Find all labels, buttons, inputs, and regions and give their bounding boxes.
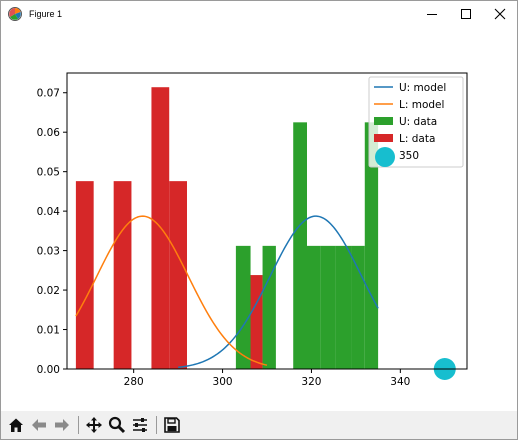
- legend-label: 350: [399, 150, 419, 162]
- l-data-bar: [75, 181, 94, 369]
- y-tick-label: 0.00: [37, 364, 60, 376]
- minimize-button[interactable]: [415, 1, 449, 27]
- l-data-bar: [113, 181, 132, 369]
- u-data-bars: [235, 122, 379, 369]
- title-bar: Figure 1: [1, 1, 517, 27]
- y-tick-label: 0.04: [37, 206, 61, 218]
- close-icon: [494, 8, 506, 20]
- axes-frame: [66, 72, 468, 370]
- chart: 280 300 320 340 0.000.010.020.030.040.050.0…: [37, 72, 468, 388]
- l-model-line: [75, 215, 268, 366]
- home-button[interactable]: [5, 414, 27, 436]
- legend-label: U: data: [399, 116, 437, 128]
- maximize-icon: [461, 9, 471, 19]
- x-tick-label: 320: [301, 376, 321, 388]
- x-tick-label: 300: [213, 376, 233, 388]
- forward-button[interactable]: [51, 414, 73, 436]
- toolbar-separator: [156, 416, 157, 434]
- legend-swatch-marker: [375, 147, 395, 167]
- zoom-button[interactable]: [106, 414, 128, 436]
- close-button[interactable]: [483, 1, 517, 27]
- legend-box: [368, 76, 464, 168]
- matplotlib-figure-icon: [8, 7, 22, 21]
- home-icon: [9, 418, 23, 432]
- u-data-bar: [262, 245, 276, 369]
- u-model-line: [178, 215, 379, 369]
- window-controls: [415, 1, 517, 27]
- pan-button[interactable]: [83, 414, 105, 436]
- configure-subplots-icon: [133, 418, 147, 432]
- legend-label: U: model: [399, 82, 446, 94]
- y-tick-label: 0.03: [37, 245, 60, 257]
- window-title: Figure 1: [29, 9, 63, 19]
- toolbar-separator: [78, 416, 79, 434]
- y-tick-label: 0.06: [37, 127, 61, 139]
- model-lines: [75, 215, 379, 369]
- u-data-bar: [335, 245, 352, 369]
- l-data-bar: [169, 181, 187, 369]
- u-data-bar: [351, 245, 365, 369]
- figure-canvas[interactable]: 280 300 320 340 0.00 0.01 0.02 0.03 0.04 0.05 0.0…: [1, 27, 517, 411]
- legend-swatch-patch: [374, 117, 393, 125]
- y-tick-label: 0.07: [37, 88, 60, 100]
- back-button[interactable]: [28, 414, 50, 436]
- navigation-toolbar: [1, 411, 517, 439]
- u-data-bar: [307, 245, 321, 369]
- x-ticks: 280 300 320 340: [124, 369, 410, 388]
- save-button[interactable]: [161, 414, 183, 436]
- y-tick-label: 0.02: [37, 285, 60, 297]
- configure-subplots-button[interactable]: [129, 414, 151, 436]
- legend-label: L: model: [399, 99, 444, 111]
- l-data-bars: [75, 87, 263, 369]
- u-data-bar: [235, 245, 251, 369]
- back-arrow-icon: [32, 419, 46, 431]
- u-data-bar: [364, 122, 379, 369]
- u-data-bar: [320, 245, 336, 369]
- maximize-button[interactable]: [449, 1, 483, 27]
- x-tick-label: 280: [124, 376, 144, 388]
- y-tick-label: 0.05: [37, 166, 60, 178]
- forward-arrow-icon: [55, 419, 69, 431]
- x-tick-label: 340: [390, 376, 410, 388]
- save-floppy-icon: [164, 417, 180, 433]
- zoom-magnifier-icon: [108, 416, 126, 434]
- minimize-icon: [427, 14, 437, 15]
- legend: U: model L: model U: data L: data 350: [368, 76, 464, 168]
- legend-label: L: data: [399, 133, 435, 145]
- y-ticks: 0.00 0.01 0.02 0.03 0.04 0.05 0.06 0.07: [37, 88, 67, 376]
- pan-move-icon: [86, 417, 102, 433]
- u-data-bar: [293, 122, 307, 369]
- y-tick-label: 0.01: [37, 324, 60, 336]
- legend-swatch-patch: [374, 134, 393, 142]
